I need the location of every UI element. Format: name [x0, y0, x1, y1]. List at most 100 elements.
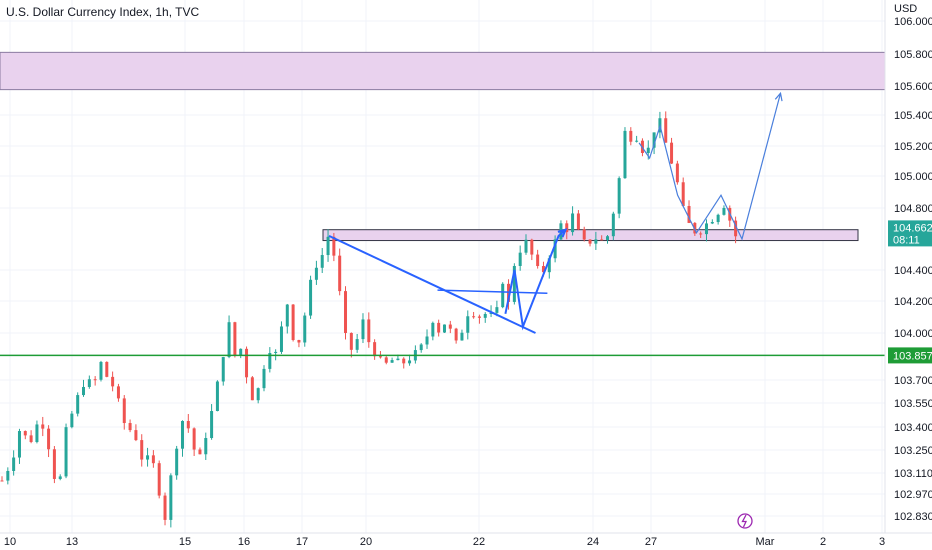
time-tick-label-1: 13	[66, 536, 78, 548]
candle-body-118	[687, 205, 691, 223]
candle-body-95	[553, 239, 557, 259]
supply-zone-1	[322, 229, 859, 242]
last-price-value: 104.662	[893, 222, 932, 234]
candle-body-63	[367, 319, 371, 343]
candle-body-106	[617, 178, 621, 214]
candle-body-80	[466, 316, 470, 333]
candle-body-116	[675, 163, 679, 183]
candle-body-30	[175, 448, 179, 476]
zigzag-path-1	[504, 228, 567, 331]
supply-zone-0	[0, 51, 886, 91]
candle-body-86	[501, 283, 505, 308]
trendline	[328, 234, 536, 334]
candle-body-47	[274, 351, 278, 354]
candle-body-51	[297, 340, 301, 343]
candle-body-82	[477, 316, 481, 318]
candle-body-68	[396, 358, 400, 361]
price-tick-label-15: 102.970	[894, 489, 932, 501]
candle-body-22	[128, 423, 132, 431]
candle-body-66	[384, 357, 388, 363]
candle-body-126	[734, 220, 738, 237]
candle-body-28	[163, 495, 167, 520]
last-price-countdown: 08:11	[893, 234, 920, 246]
candle-body-114	[664, 118, 668, 143]
candle-body-74	[431, 322, 435, 337]
triangle-top-line	[437, 289, 548, 294]
time-tick-label-8: 27	[645, 536, 657, 548]
candle-body-45	[262, 368, 266, 389]
last-price-badge	[888, 220, 932, 247]
price-tick-label-8: 104.200	[894, 296, 932, 308]
candle-body-61	[355, 339, 359, 350]
candle-body-20	[116, 386, 120, 399]
candle-body-67	[390, 360, 394, 363]
zones	[0, 51, 886, 242]
candle-body-122	[710, 222, 714, 224]
time-axis[interactable]: 10 13 15 16 17 20 22 24 27 Mar 2 3	[0, 532, 932, 548]
price-tick-label-16: 102.830	[894, 511, 932, 523]
candle-body-33	[192, 428, 196, 450]
price-tick-label-10: 103.700	[894, 375, 932, 387]
candle-body-69	[402, 358, 406, 364]
candle-body-37	[215, 381, 219, 412]
price-tick-label-9: 104.000	[894, 328, 932, 340]
candle-body-16	[93, 379, 97, 381]
candle-body-31	[180, 420, 184, 449]
candle-body-103	[600, 239, 604, 241]
candle-body-43	[250, 377, 254, 401]
candle-body-100	[582, 229, 586, 240]
candle-body-105	[611, 213, 615, 237]
candle-body-24	[140, 440, 144, 460]
currency-label: USD	[894, 3, 917, 15]
candle-body-56	[326, 236, 330, 256]
price-tick-label-13: 103.250	[894, 445, 932, 457]
candle-body-14	[82, 386, 86, 396]
candle-body-36	[210, 411, 214, 439]
candle-body-83	[483, 313, 487, 318]
time-tick-label-5: 20	[360, 536, 372, 548]
support-price-badge	[888, 347, 932, 364]
candle-body-117	[681, 182, 685, 206]
price-tick-label-12: 103.400	[894, 422, 932, 434]
price-tick-label-0: 106.000	[894, 16, 932, 28]
alert-icon[interactable]	[737, 513, 753, 529]
candle-body-0	[0, 480, 4, 482]
candle-body-6	[35, 424, 39, 443]
candle-body-72	[419, 344, 423, 351]
candle-body-53	[309, 279, 313, 316]
candle-body-4	[23, 431, 27, 436]
candle-body-35	[204, 438, 208, 455]
candle-body-27	[157, 463, 161, 496]
candle-body-49	[285, 304, 289, 327]
time-tick-label-7: 24	[587, 536, 599, 548]
candle-body-84	[489, 312, 493, 314]
candle-body-109	[635, 140, 639, 142]
candle-body-7	[41, 424, 45, 429]
candle-body-44	[256, 388, 260, 401]
candle-body-17	[99, 361, 103, 380]
candle-body-57	[332, 236, 336, 256]
candle-body-3	[17, 431, 21, 458]
candle-body-46	[268, 353, 272, 369]
candle-body-88	[512, 265, 516, 302]
candle-body-8	[47, 428, 51, 450]
candle-body-75	[437, 322, 441, 333]
candle-body-79	[460, 332, 464, 341]
candle-body-89	[518, 252, 522, 266]
candle-body-62	[361, 319, 365, 340]
candle-body-92	[536, 254, 540, 267]
support-price-value: 103.857	[893, 350, 932, 362]
price-axis[interactable]: 106.000 105.800 105.600 105.400 105.200 105.0…	[884, 0, 932, 533]
candle-body-107	[623, 130, 627, 179]
time-tick-label-9: Mar	[756, 536, 775, 548]
candle-body-38	[221, 357, 225, 382]
time-tick-label-0: 10	[4, 536, 16, 548]
candle-body-19	[111, 376, 115, 387]
candle-body-64	[373, 342, 377, 357]
candle-body-108	[629, 130, 633, 142]
drawings	[328, 91, 783, 334]
price-tick-label-3: 105.400	[894, 110, 932, 122]
candle-body-54	[314, 267, 318, 280]
time-tick-label-11: 3	[879, 536, 885, 548]
